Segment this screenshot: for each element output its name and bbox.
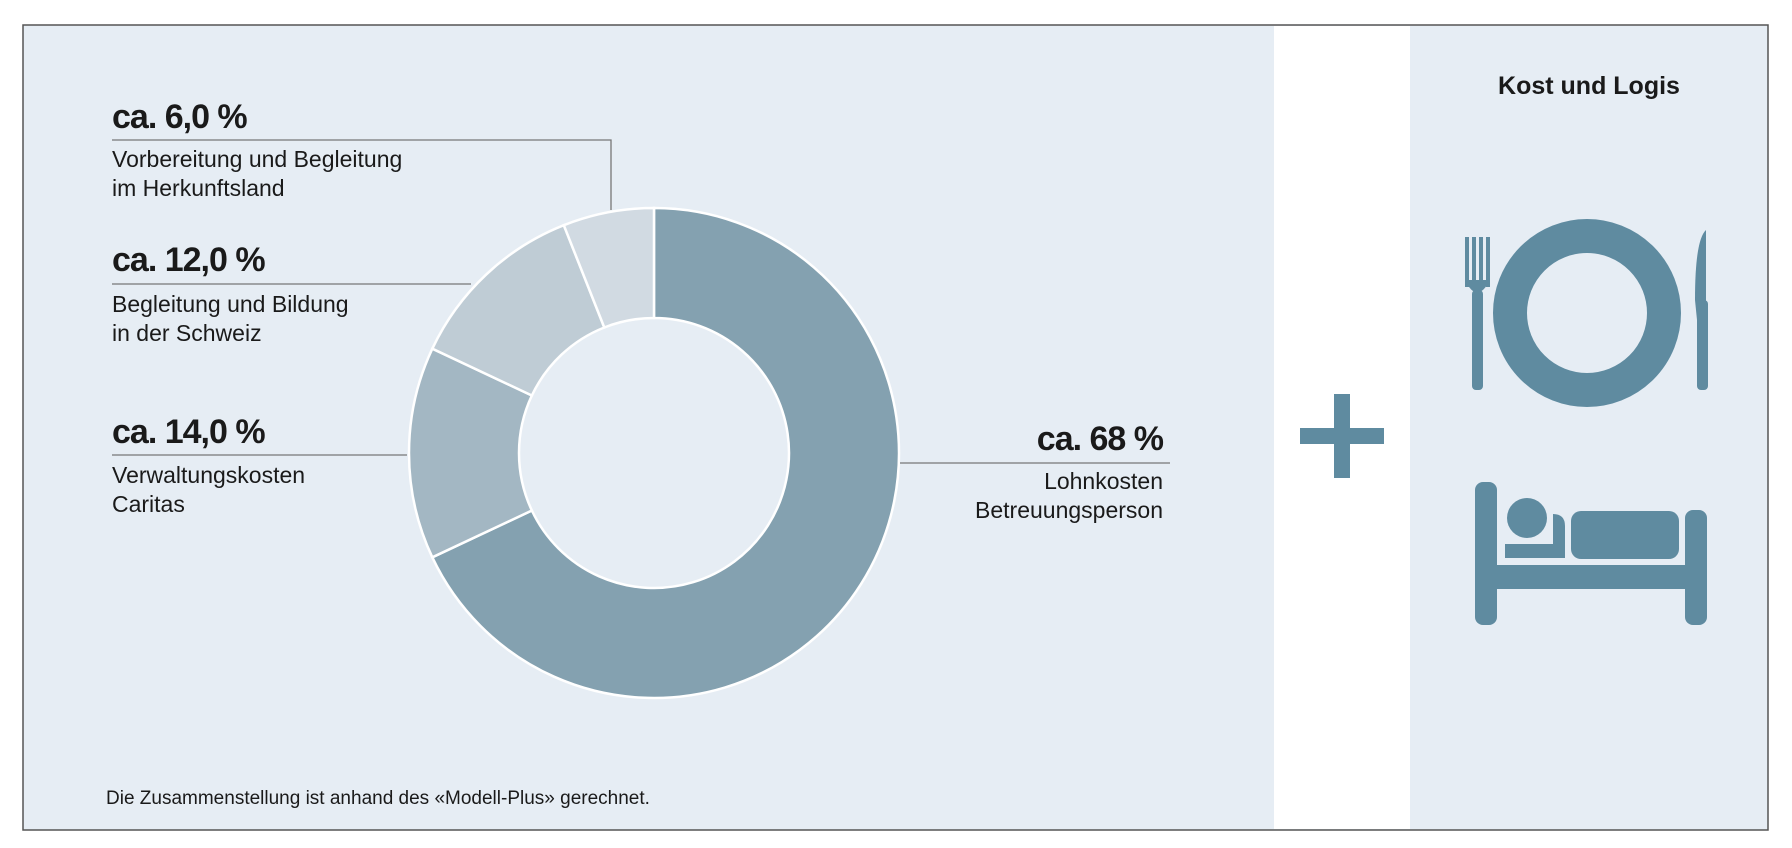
plus-sign xyxy=(1300,394,1384,478)
value-label: ca. 14,0 % xyxy=(112,413,266,451)
category-label: Vorbereitung und Begleitung im Herkunfts… xyxy=(112,146,403,201)
value-label: ca. 12,0 % xyxy=(112,241,266,279)
footnote: Die Zusammenstellung ist anhand des «Mod… xyxy=(106,788,650,809)
bed-icon xyxy=(1475,482,1707,625)
category-label: Begleitung und Bildung in der Schweiz xyxy=(112,291,349,346)
value-label: ca. 6,0 % xyxy=(112,98,248,136)
donut-slice xyxy=(430,206,901,700)
category-label: Verwaltungskosten Caritas xyxy=(112,462,306,517)
value-label: ca. 68 % xyxy=(1036,420,1164,458)
panel-title: Kost und Logis xyxy=(1498,72,1680,100)
food-icon xyxy=(1465,219,1708,407)
leader-line xyxy=(112,139,612,210)
category-label: Lohnkosten Betreuungsperson xyxy=(975,468,1163,523)
donut-slice xyxy=(562,206,656,330)
